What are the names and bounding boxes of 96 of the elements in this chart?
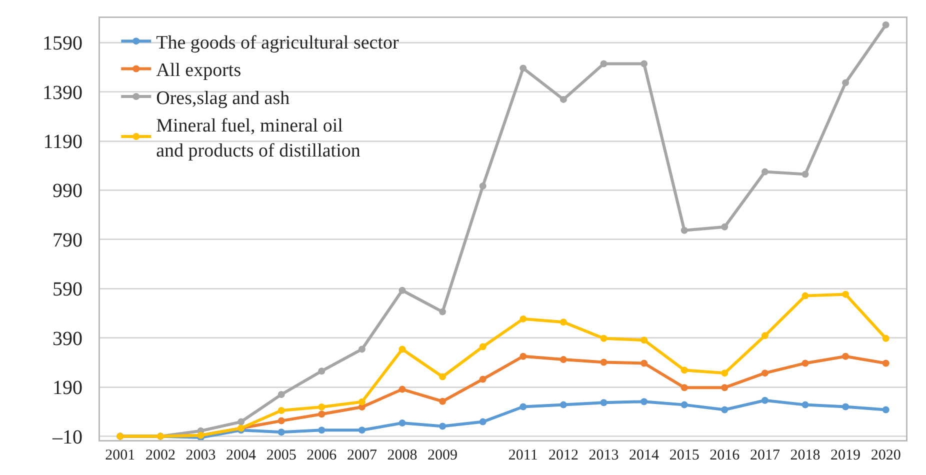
x-tick-label: 2003 (186, 448, 216, 464)
point (640, 360, 648, 367)
legend-label: All exports (156, 60, 242, 82)
point (398, 420, 406, 427)
y-tick-label: 1190 (43, 131, 82, 154)
point (842, 352, 850, 360)
point (318, 410, 326, 418)
point (318, 368, 326, 375)
point (680, 366, 688, 374)
point (761, 370, 768, 377)
point (680, 226, 688, 234)
x-tick-label: 2011 (508, 448, 538, 464)
point (278, 406, 285, 414)
y-tick-label: 990 (52, 180, 82, 202)
point (358, 426, 366, 434)
x-tick-label: 2006 (306, 448, 338, 464)
point (721, 406, 728, 414)
x-tick-label: 2020 (870, 448, 901, 464)
y-tick-label: 190 (52, 377, 82, 400)
point (520, 403, 527, 410)
legend-label: The goods of agricultural sector (156, 32, 400, 54)
legend-label: Ores,slag and ash (156, 88, 290, 109)
point (398, 386, 406, 393)
point (882, 360, 890, 367)
point (600, 399, 608, 406)
point (721, 370, 728, 377)
y-tick-label: –10 (52, 426, 82, 448)
point (842, 403, 850, 410)
point (842, 79, 850, 86)
point (520, 64, 527, 72)
point (479, 376, 486, 383)
point (479, 343, 486, 350)
point (761, 396, 768, 404)
point (882, 406, 890, 414)
point (802, 401, 809, 408)
point (882, 334, 890, 342)
point (520, 352, 527, 360)
y-tick-label: 1590 (42, 32, 82, 55)
point (761, 168, 768, 176)
point (802, 360, 809, 367)
x-tick-label: 2014 (629, 448, 660, 464)
y-tick-label: 590 (52, 278, 82, 301)
point (842, 290, 850, 298)
x-tick-label: 2016 (710, 448, 740, 464)
point (479, 418, 486, 426)
x-tick-label: 2013 (588, 448, 619, 464)
point (479, 182, 486, 190)
point (802, 292, 809, 300)
point (358, 398, 366, 406)
point (278, 428, 285, 436)
x-tick-label: 2018 (790, 448, 820, 464)
point (520, 315, 527, 322)
x-tick-label: 2017 (750, 448, 780, 464)
point (802, 170, 809, 178)
point (761, 332, 768, 340)
point (560, 401, 567, 408)
point (680, 384, 688, 392)
point (439, 422, 446, 430)
y-tick-label: 790 (52, 229, 82, 252)
point (600, 358, 608, 366)
point (640, 336, 648, 344)
point (318, 404, 326, 411)
point (398, 286, 406, 294)
y-tick-label: 390 (52, 328, 82, 350)
point (680, 401, 688, 408)
point (439, 308, 446, 316)
point (721, 223, 728, 230)
point (278, 390, 285, 398)
x-tick-label: 2007 (346, 448, 378, 464)
legend-label: Mineral fuel, mineral oil and products of distillation (156, 116, 361, 162)
point (560, 356, 567, 364)
x-tick-label: 2004 (226, 448, 257, 464)
point (238, 418, 245, 426)
point (439, 398, 446, 405)
x-tick-label: 2019 (830, 448, 861, 464)
x-tick-label: 2005 (266, 448, 296, 464)
x-tick-label: 2009 (428, 448, 458, 464)
point (318, 426, 326, 434)
point (439, 373, 446, 380)
x-tick-label: 2008 (387, 448, 418, 464)
x-tick-label: 2002 (145, 448, 176, 464)
point (600, 60, 608, 68)
point (560, 96, 567, 103)
x-tick-label: 2012 (548, 448, 578, 464)
point (640, 398, 648, 406)
point (358, 346, 366, 353)
point (560, 318, 567, 326)
point (721, 384, 728, 392)
point (278, 417, 285, 424)
point (640, 60, 648, 68)
y-tick-label: 1390 (42, 82, 82, 104)
x-tick-label: 2015 (669, 448, 700, 464)
x-tick-label: 2001 (105, 448, 136, 464)
point (882, 21, 890, 28)
point (398, 346, 406, 353)
point (600, 334, 608, 342)
